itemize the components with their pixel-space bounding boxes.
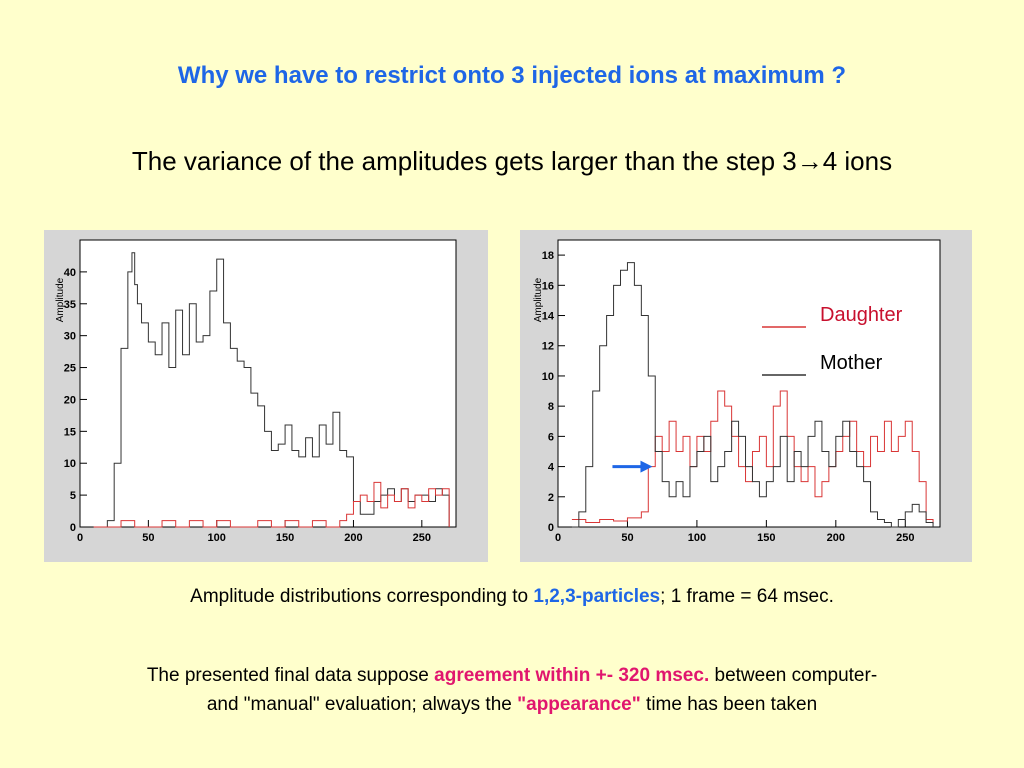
y-tick-label: 18	[542, 250, 554, 262]
legend-label: Mother	[820, 352, 883, 374]
chart-panel-2: 0 2 4 6 8 10 12 14 16 18 0 50 100 150 200 250 Amplitude D…	[520, 230, 972, 562]
slide-title: Why we have to restrict onto 3 injected …	[177, 62, 847, 89]
y-tick-label: 30	[64, 331, 76, 343]
y-tick-label: 20	[64, 394, 76, 406]
x-tick-label: 250	[896, 532, 914, 544]
x-tick-label: 0	[555, 532, 561, 544]
x-tick-label: 200	[344, 532, 362, 544]
y-tick-label: 5	[70, 490, 76, 502]
y-tick-label: 8	[548, 401, 554, 413]
y-tick-label: 35	[64, 299, 76, 311]
plot-frame	[557, 239, 941, 528]
y-axis-label: Amplitude	[533, 277, 544, 322]
y-tick-label: 12	[542, 341, 554, 353]
series-histogram-line	[93, 481, 450, 528]
x-tick-label: 100	[688, 532, 706, 544]
arrow-head-icon	[640, 460, 653, 473]
x-tick-label: 50	[142, 532, 154, 544]
note-highlight: "appearance"	[517, 694, 641, 715]
y-tick-label: 16	[542, 280, 554, 292]
y-tick-label: 6	[548, 431, 554, 443]
x-tick-label: 200	[827, 532, 845, 544]
note-text: between computer-	[709, 665, 878, 686]
x-tick-label: 150	[276, 532, 294, 544]
mother-histogram-line	[571, 262, 934, 528]
chart-panel-1: 0 5 10 15 20 25 30 35 40 0 50 100 150 200 250 Amplitude	[44, 230, 488, 562]
caption-highlight: 1,2,3-particles	[533, 586, 661, 607]
note-highlight: agreement within +- 320 msec.	[434, 665, 710, 686]
y-tick-label: 14	[542, 311, 555, 323]
y-tick-label: 0	[70, 522, 76, 534]
y-tick-label: 10	[64, 458, 76, 470]
slide-subtitle: The variance of the amplitudes gets larg…	[131, 146, 893, 176]
y-tick-label: 4	[548, 462, 555, 474]
amplitude-chart-1: 0 5 10 15 20 25 30 35 40 0 50 100 150 200 250 Amplitude	[55, 239, 457, 544]
note-line-1: The presented final data suppose agreeme…	[0, 661, 1024, 690]
y-axis-label: Amplitude	[55, 277, 66, 322]
y-tick-label: 0	[548, 522, 554, 534]
plot-frame	[79, 239, 457, 528]
figure-caption: Amplitude distributions corresponding to…	[0, 586, 1024, 608]
x-tick-label: 150	[757, 532, 775, 544]
series-histogram-line	[93, 252, 450, 528]
x-tick-label: 50	[621, 532, 633, 544]
note-line-2: and "manual" evaluation; always the "app…	[0, 690, 1024, 719]
note-text: The presented final data suppose	[146, 665, 435, 686]
amplitude-chart-2: 0 2 4 6 8 10 12 14 16 18 0 50 100 150 200 250 Amplitude D…	[533, 239, 941, 544]
y-tick-label: 25	[64, 363, 76, 375]
x-tick-label: 100	[208, 532, 226, 544]
caption-text: Amplitude distributions corresponding to	[190, 586, 534, 607]
note-text: time has been taken	[640, 694, 818, 715]
x-tick-label: 250	[413, 532, 431, 544]
final-note: The presented final data suppose agreeme…	[0, 661, 1024, 719]
caption-text-end: ; 1 frame = 64 msec.	[660, 586, 834, 607]
legend-label: Daughter	[820, 304, 903, 326]
note-text: and "manual" evaluation; always the	[206, 694, 518, 715]
y-tick-label: 40	[64, 267, 76, 279]
y-tick-label: 10	[542, 371, 554, 383]
x-tick-label: 0	[77, 532, 83, 544]
y-tick-label: 2	[548, 492, 554, 504]
y-tick-label: 15	[64, 426, 76, 438]
